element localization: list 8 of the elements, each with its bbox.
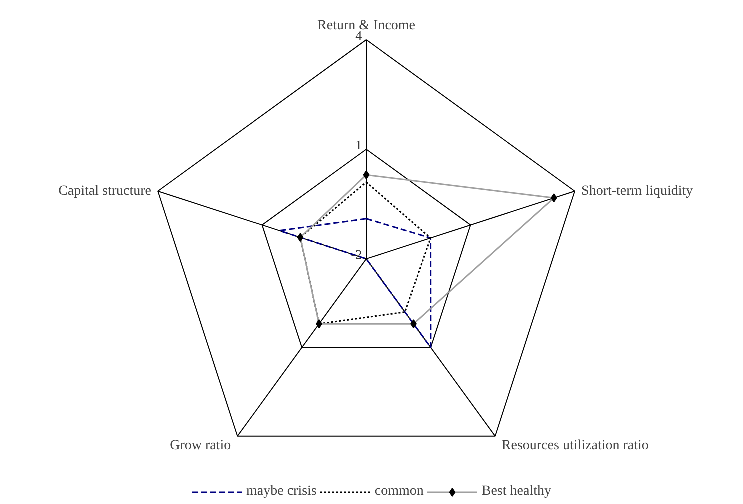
legend-label: maybe crisis (246, 484, 317, 500)
spoke-label: Grow ratio (170, 438, 232, 454)
legend-label: Best healthy (482, 484, 552, 500)
y-tick-label: 1 (356, 138, 362, 153)
spoke-label: Resources utilization ratio (502, 438, 649, 454)
spoke-label: Short-term liquidity (582, 184, 694, 199)
legend-label: common (374, 484, 424, 500)
spoke-label: Capital structure (58, 184, 152, 199)
